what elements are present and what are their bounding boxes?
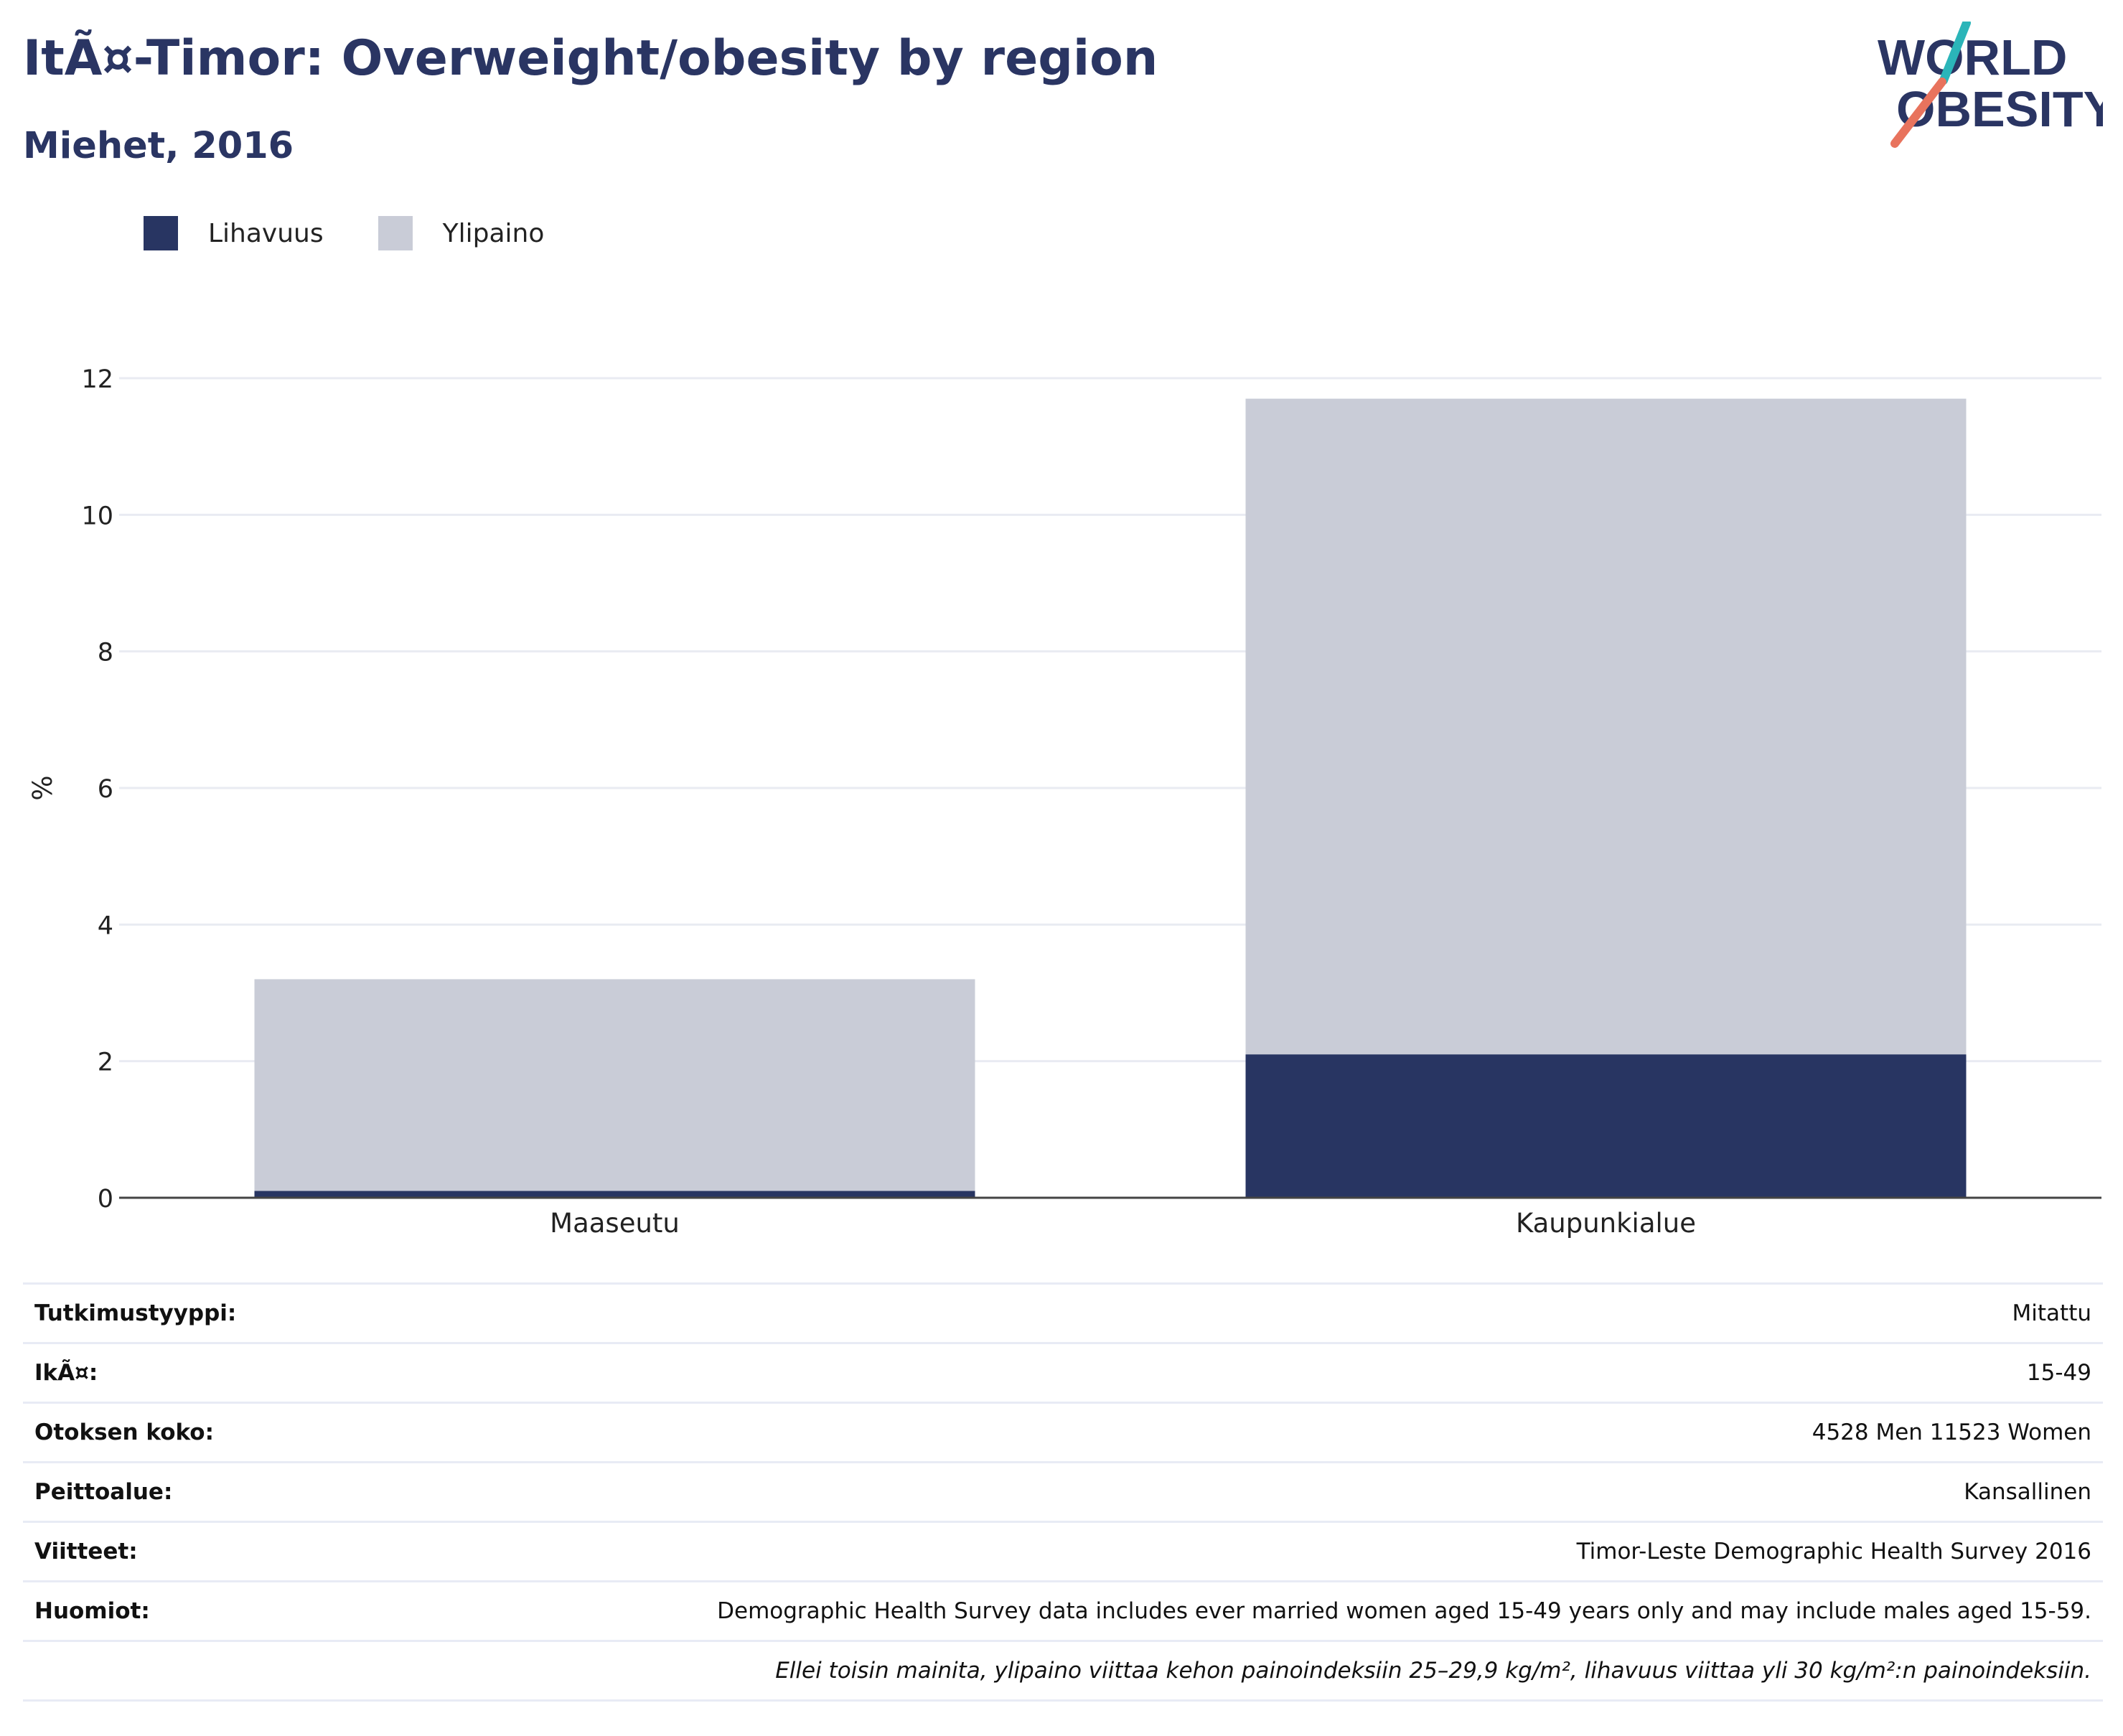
y-tick-label: 2 xyxy=(98,1048,113,1077)
bar-overweight-1 xyxy=(1245,398,1967,1055)
info-key: Peittoalue: xyxy=(23,1462,311,1523)
info-row-coverage: Peittoalue: Kansallinen xyxy=(23,1462,2103,1523)
bar-obesity-1 xyxy=(1245,1054,1967,1198)
info-value: Kansallinen xyxy=(311,1462,2103,1523)
y-tick-label: 8 xyxy=(98,639,113,667)
info-key: Huomiot: xyxy=(23,1581,311,1642)
info-footnote: Ellei toisin mainita, ylipaino viittaa k… xyxy=(311,1641,2103,1702)
y-axis-label: % xyxy=(27,775,58,800)
world-obesity-logo: WORLD OBESITY xyxy=(1878,22,2103,148)
chart-legend: Lihavuus Ylipaino xyxy=(144,213,599,253)
logo-line-1: WORLD xyxy=(1878,29,2067,85)
legend-item-overweight: Ylipaino xyxy=(378,216,545,250)
info-footnote-spacer xyxy=(23,1641,311,1702)
chart-subtitle: Miehet, 2016 xyxy=(23,125,294,167)
info-key: IkÃ¤: xyxy=(23,1343,311,1404)
info-row-age: IkÃ¤: 15-49 xyxy=(23,1343,2103,1404)
info-value: 15-49 xyxy=(311,1343,2103,1404)
legend-item-obesity: Lihavuus xyxy=(144,216,324,250)
legend-label-overweight: Ylipaino xyxy=(442,218,545,248)
info-row-sample-size: Otoksen koko: 4528 Men 11523 Women xyxy=(23,1402,2103,1463)
info-row-study-type: Tutkimustyyppi: Mitattu xyxy=(23,1282,2103,1344)
info-value: 4528 Men 11523 Women xyxy=(311,1402,2103,1463)
logo-accent-teal xyxy=(1939,22,1971,85)
legend-label-obesity: Lihavuus xyxy=(208,218,324,248)
y-tick-label: 4 xyxy=(98,911,113,940)
x-tick-label: Maaseutu xyxy=(550,1208,680,1239)
y-tick-label: 0 xyxy=(98,1185,113,1214)
info-value: Demographic Health Survey data includes … xyxy=(311,1581,2103,1642)
info-key: Viitteet: xyxy=(23,1521,311,1582)
survey-info-table: Tutkimustyyppi: Mitattu IkÃ¤: 15-49 Otok… xyxy=(23,1282,2103,1702)
info-key: Tutkimustyyppi: xyxy=(23,1282,311,1344)
stacked-bar-chart: 0 2 4 6 8 10 12% Maaseutu Kaupunkialue xyxy=(27,365,2101,1239)
info-row-footnote: Ellei toisin mainita, ylipaino viittaa k… xyxy=(23,1641,2103,1702)
legend-swatch-overweight xyxy=(378,216,413,250)
info-value: Mitattu xyxy=(311,1282,2103,1344)
y-tick-label: 12 xyxy=(81,365,113,394)
x-tick-label: Kaupunkialue xyxy=(1516,1208,1696,1239)
info-value: Timor-Leste Demographic Health Survey 20… xyxy=(311,1521,2103,1582)
y-tick-label: 10 xyxy=(81,502,113,530)
info-row-references: Viitteet: Timor-Leste Demographic Health… xyxy=(23,1521,2103,1582)
info-key: Otoksen koko: xyxy=(23,1402,311,1463)
bar-overweight-0 xyxy=(254,979,975,1191)
legend-swatch-obesity xyxy=(144,216,178,250)
bar-obesity-0 xyxy=(254,1191,975,1198)
logo-accent-coral xyxy=(1890,78,1946,148)
y-tick-label: 6 xyxy=(98,775,113,804)
info-row-notes: Huomiot: Demographic Health Survey data … xyxy=(23,1581,2103,1642)
chart-title: ItÃ¤-Timor: Overweight/obesity by region xyxy=(23,30,1158,87)
